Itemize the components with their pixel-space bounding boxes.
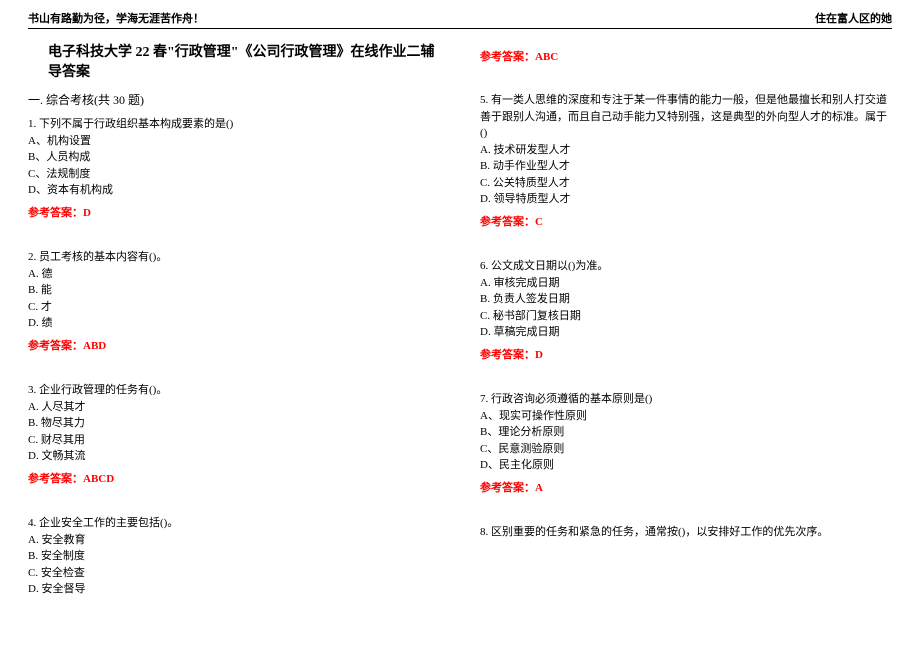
option: A. 德: [28, 266, 440, 283]
option: D. 领导特质型人才: [480, 191, 892, 208]
option: B. 负责人签发日期: [480, 291, 892, 308]
option: A. 审核完成日期: [480, 275, 892, 292]
question-text: 3. 企业行政管理的任务有()。: [28, 382, 440, 399]
option: A、现实可操作性原则: [480, 408, 892, 425]
option: D、资本有机构成: [28, 182, 440, 199]
question-text: 2. 员工考核的基本内容有()。: [28, 249, 440, 266]
option: B. 安全制度: [28, 548, 440, 565]
doc-title: 电子科技大学 22 春"行政管理"《公司行政管理》在线作业二辅导答案: [48, 41, 440, 81]
option: A. 安全教育: [28, 532, 440, 549]
question-text: 8. 区别重要的任务和紧急的任务，通常按()，以安排好工作的优先次序。: [480, 524, 892, 541]
answer-label: 参考答案：ABC: [480, 48, 892, 64]
option: A. 人尽其才: [28, 399, 440, 416]
option: B. 物尽其力: [28, 415, 440, 432]
question-5: 5. 有一类人思维的深度和专注于某一件事情的能力一般，但是他最擅长和别人打交道善…: [480, 92, 892, 230]
option: D. 文畅其流: [28, 448, 440, 465]
option: C. 秘书部门复核日期: [480, 308, 892, 325]
option: D. 安全督导: [28, 581, 440, 598]
answer-label: 参考答案：ABCD: [28, 471, 440, 488]
option: C、法规制度: [28, 166, 440, 183]
question-2: 2. 员工考核的基本内容有()。 A. 德 B. 能 C. 才 D. 绩 参考答…: [28, 249, 440, 354]
option: B. 动手作业型人才: [480, 158, 892, 175]
question-text: 6. 公文成文日期以()为准。: [480, 258, 892, 275]
question-text: 5. 有一类人思维的深度和专注于某一件事情的能力一般，但是他最擅长和别人打交道善…: [480, 92, 892, 142]
header-left: 书山有路勤为径，学海无涯苦作舟！: [28, 10, 204, 26]
answer-label: 参考答案：D: [480, 347, 892, 364]
question-1: 1. 下列不属于行政组织基本构成要素的是() A、机构设置 B、人员构成 C、法…: [28, 116, 440, 221]
answer-label: 参考答案：A: [480, 480, 892, 497]
answer-label: 参考答案：D: [28, 205, 440, 222]
page-header: 书山有路勤为径，学海无涯苦作舟！ 住在富人区的她: [28, 10, 892, 29]
option: B、人员构成: [28, 149, 440, 166]
question-4: 4. 企业安全工作的主要包括()。 A. 安全教育 B. 安全制度 C. 安全检…: [28, 515, 440, 598]
answer-label: 参考答案：C: [480, 214, 892, 231]
question-text: 4. 企业安全工作的主要包括()。: [28, 515, 440, 532]
option: B、理论分析原则: [480, 424, 892, 441]
option: A、机构设置: [28, 133, 440, 150]
option: C. 公关特质型人才: [480, 175, 892, 192]
option: D、民主化原则: [480, 457, 892, 474]
option: C. 才: [28, 299, 440, 316]
option: A. 技术研发型人才: [480, 142, 892, 159]
question-8: 8. 区别重要的任务和紧急的任务，通常按()，以安排好工作的优先次序。: [480, 524, 892, 541]
right-column: 参考答案：ABC 5. 有一类人思维的深度和专注于某一件事情的能力一般，但是他最…: [480, 37, 892, 626]
section-heading: 一. 综合考核(共 30 题): [28, 91, 440, 108]
option: D. 绩: [28, 315, 440, 332]
question-6: 6. 公文成文日期以()为准。 A. 审核完成日期 B. 负责人签发日期 C. …: [480, 258, 892, 363]
option: B. 能: [28, 282, 440, 299]
question-3: 3. 企业行政管理的任务有()。 A. 人尽其才 B. 物尽其力 C. 财尽其用…: [28, 382, 440, 487]
answer-label: 参考答案：ABD: [28, 338, 440, 355]
option: C. 财尽其用: [28, 432, 440, 449]
header-right: 住在富人区的她: [815, 10, 892, 26]
option: D. 草稿完成日期: [480, 324, 892, 341]
option: C. 安全检查: [28, 565, 440, 582]
question-text: 7. 行政咨询必须遵循的基本原则是(): [480, 391, 892, 408]
question-text: 1. 下列不属于行政组织基本构成要素的是(): [28, 116, 440, 133]
option: C、民意测验原则: [480, 441, 892, 458]
left-column: 电子科技大学 22 春"行政管理"《公司行政管理》在线作业二辅导答案 一. 综合…: [28, 37, 440, 626]
question-7: 7. 行政咨询必须遵循的基本原则是() A、现实可操作性原则 B、理论分析原则 …: [480, 391, 892, 496]
